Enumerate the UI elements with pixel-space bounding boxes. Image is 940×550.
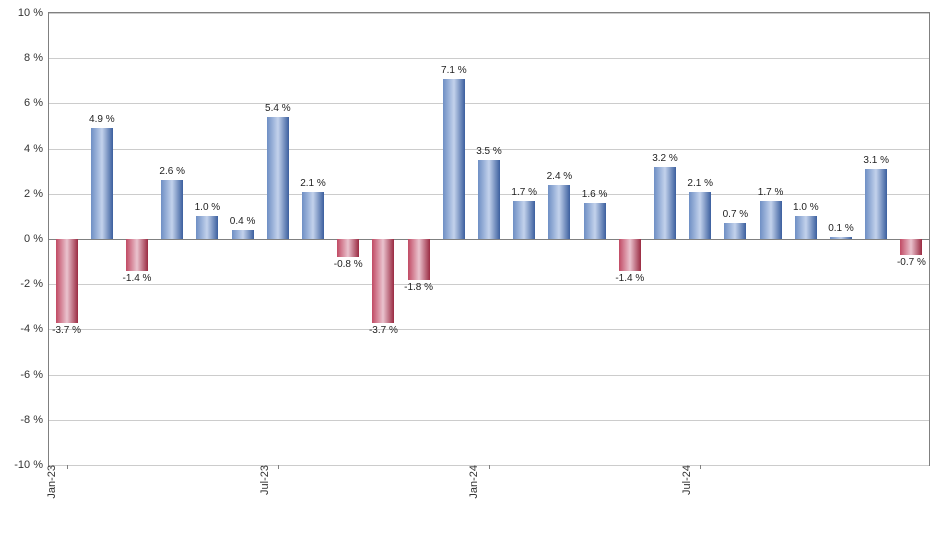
bar (619, 239, 641, 271)
y-tick-label: 10 % (18, 7, 49, 19)
bar (513, 201, 535, 239)
monthly-percent-bar-chart: -10 %-8 %-6 %-4 %-2 %0 %2 %4 %6 %8 %10 %… (0, 0, 940, 550)
bar-value-label: 1.7 % (758, 187, 784, 198)
bar-value-label: -0.7 % (897, 257, 926, 268)
bar (900, 239, 922, 255)
bar (689, 192, 711, 239)
bar (267, 117, 289, 239)
bar-value-label: 2.1 % (687, 178, 713, 189)
y-tick-label: 2 % (24, 188, 49, 200)
bar (548, 185, 570, 239)
y-tick-label: 6 % (24, 97, 49, 109)
y-tick-label: -6 % (20, 369, 49, 381)
bar (865, 169, 887, 239)
y-gridline (49, 284, 929, 285)
bar (302, 192, 324, 239)
bar-value-label: 7.1 % (441, 65, 467, 76)
x-tick-mark (67, 465, 68, 469)
bar-value-label: 3.5 % (476, 146, 502, 157)
bar-value-label: 0.4 % (230, 216, 256, 227)
y-tick-label: 0 % (24, 233, 49, 245)
bar (232, 230, 254, 239)
bar (161, 180, 183, 239)
y-gridline (49, 375, 929, 376)
zero-line (49, 239, 929, 240)
bar-value-label: 3.2 % (652, 153, 678, 164)
bar (91, 128, 113, 239)
bar-value-label: 1.0 % (195, 202, 221, 213)
x-tick-label: Jan-24 (464, 465, 480, 499)
plot-area: -10 %-8 %-6 %-4 %-2 %0 %2 %4 %6 %8 %10 %… (48, 12, 930, 466)
bar (126, 239, 148, 271)
y-gridline (49, 58, 929, 59)
bar-value-label: 1.6 % (582, 189, 608, 200)
bar-value-label: 1.7 % (511, 187, 537, 198)
bar-value-label: 3.1 % (863, 155, 889, 166)
y-tick-label: -8 % (20, 414, 49, 426)
bar-value-label: 1.0 % (793, 202, 819, 213)
bar (196, 216, 218, 239)
y-tick-label: 4 % (24, 143, 49, 155)
y-tick-label: -4 % (20, 323, 49, 335)
bar-value-label: 2.1 % (300, 178, 326, 189)
y-gridline (49, 103, 929, 104)
bar (654, 167, 676, 239)
bar (408, 239, 430, 280)
bar-value-label: 5.4 % (265, 103, 291, 114)
y-gridline (49, 13, 929, 14)
bar (724, 223, 746, 239)
bar (56, 239, 78, 323)
bar (478, 160, 500, 239)
bar (830, 237, 852, 239)
bar (584, 203, 606, 239)
x-tick-mark (278, 465, 279, 469)
bar-value-label: -1.8 % (404, 282, 433, 293)
x-tick-mark (700, 465, 701, 469)
x-tick-mark (489, 465, 490, 469)
bar-value-label: 4.9 % (89, 114, 115, 125)
bar (372, 239, 394, 323)
bar (337, 239, 359, 257)
x-tick-label: Jan-23 (42, 465, 58, 499)
bar-value-label: 2.6 % (159, 166, 185, 177)
y-tick-label: -2 % (20, 278, 49, 290)
bar (760, 201, 782, 239)
bar-value-label: -1.4 % (123, 273, 152, 284)
bar-value-label: 2.4 % (547, 171, 573, 182)
bar-value-label: 0.1 % (828, 223, 854, 234)
x-tick-label: Jul-23 (255, 465, 271, 495)
x-tick-label: Jul-24 (677, 465, 693, 495)
y-tick-label: 8 % (24, 52, 49, 64)
bar (795, 216, 817, 239)
bar-value-label: -3.7 % (369, 325, 398, 336)
bar-value-label: 0.7 % (723, 209, 749, 220)
bar-value-label: -0.8 % (334, 259, 363, 270)
bar-value-label: -3.7 % (52, 325, 81, 336)
y-gridline (49, 329, 929, 330)
y-gridline (49, 420, 929, 421)
bar-value-label: -1.4 % (615, 273, 644, 284)
bar (443, 79, 465, 239)
